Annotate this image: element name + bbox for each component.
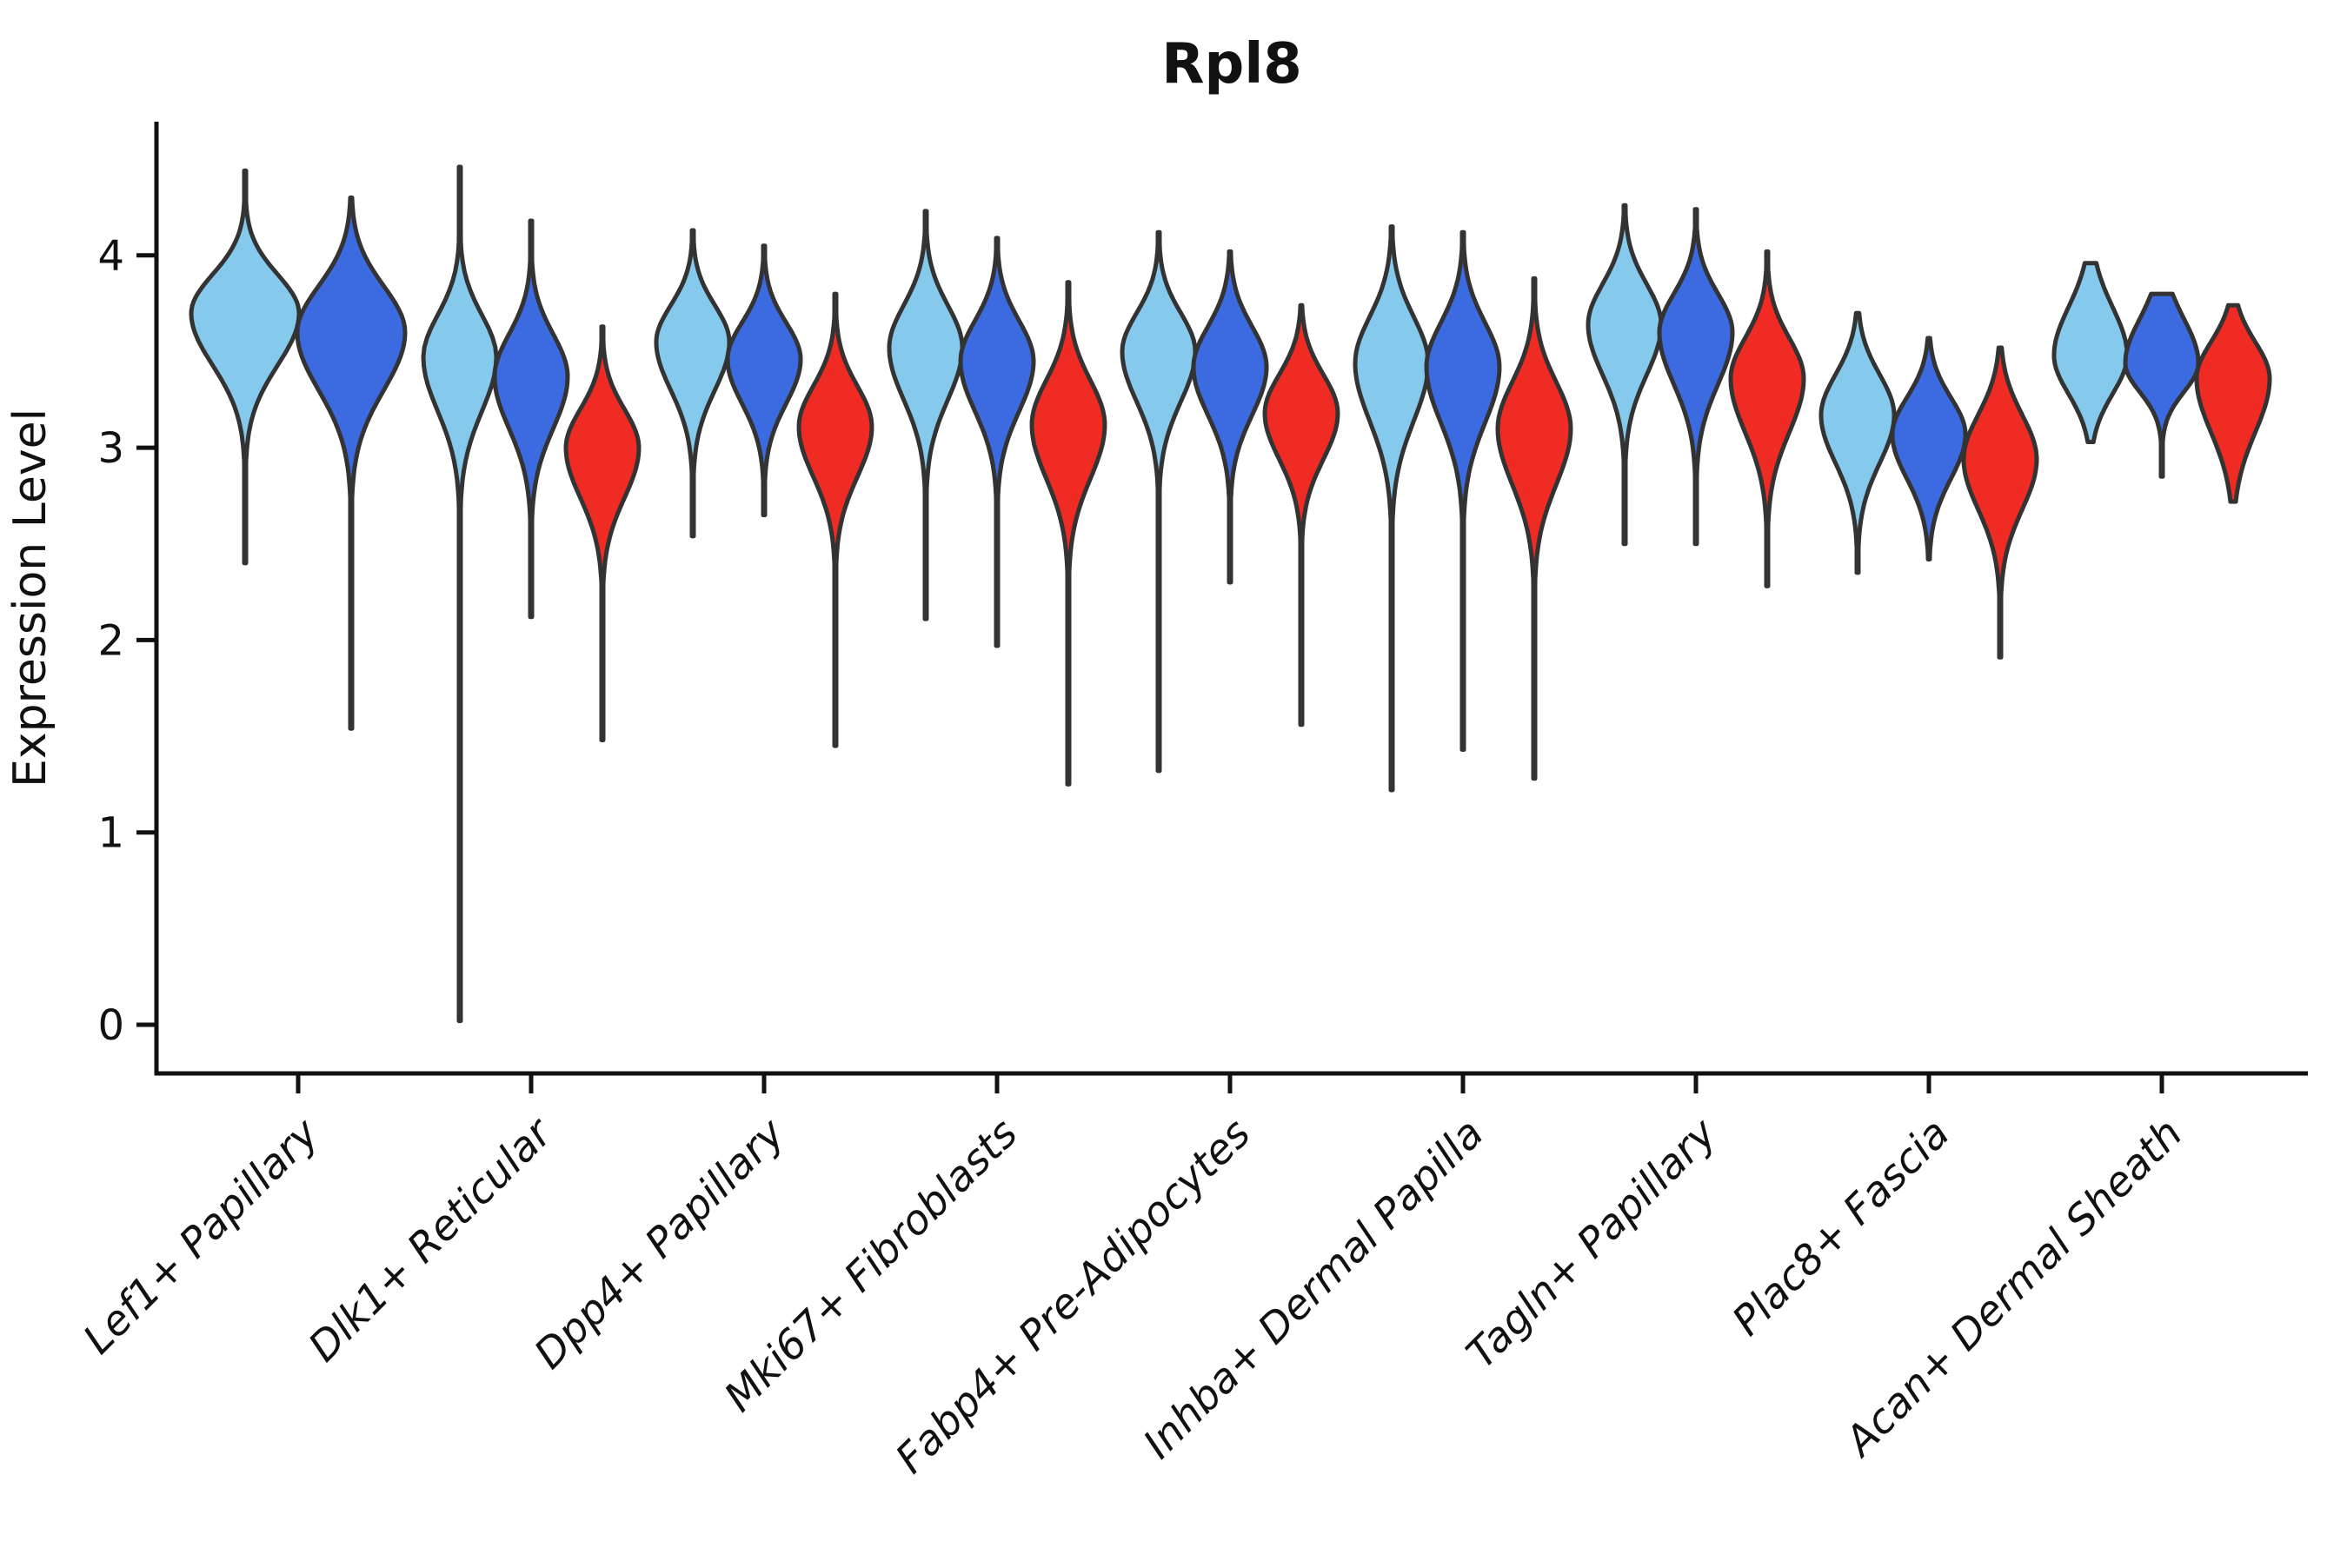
y-tick-label-3: 3 [97, 424, 124, 473]
violin-dlk1-reticular-red [563, 324, 642, 742]
violin-plac8-fascia-red [1961, 345, 2039, 660]
violin-inhba-dermal-papilla-light-blue [1353, 224, 1431, 793]
violin-dlk1-reticular-dark-blue [492, 218, 570, 620]
violin-tagln-papillary-dark-blue [1657, 207, 1735, 547]
y-tick-label-1: 1 [97, 809, 124, 858]
violin-lef1-papillary-dark-blue [295, 195, 408, 731]
chart-title: Rpl8 [1161, 32, 1302, 96]
violin-dpp4-papillary-dark-blue [725, 243, 803, 518]
violin-tagln-papillary-red [1728, 249, 1806, 588]
violin-dpp4-papillary-red [796, 291, 874, 748]
violin-acan-dermal-sheath-light-blue [2051, 261, 2130, 444]
violins-layer [189, 164, 2272, 1024]
y-axis-label: Expression Level [4, 409, 57, 787]
violin-dlk1-reticular-light-blue [421, 164, 499, 1024]
y-tick-label-2: 2 [97, 616, 124, 665]
violin-fabp4-pre-adipocytes-light-blue [1120, 229, 1198, 774]
violin-plac8-fascia-dark-blue [1890, 336, 1968, 561]
violin-plac8-fascia-light-blue [1818, 310, 1897, 575]
violin-inhba-dermal-papilla-red [1495, 276, 1573, 781]
violin-fabp4-pre-adipocytes-dark-blue [1191, 249, 1269, 585]
violin-mki67-fibroblasts-red [1029, 280, 1107, 787]
violin-tagln-papillary-light-blue [1586, 203, 1664, 547]
violin-inhba-dermal-papilla-dark-blue [1424, 229, 1502, 752]
violin-acan-dermal-sheath-dark-blue [2123, 291, 2201, 479]
violin-lef1-papillary-light-blue [189, 168, 302, 566]
violin-acan-dermal-sheath-red [2194, 302, 2272, 504]
violin-dpp4-papillary-light-blue [654, 228, 732, 539]
y-tick-label-0: 0 [97, 1001, 124, 1050]
y-tick-label-4: 4 [97, 232, 124, 281]
violin-mki67-fibroblasts-dark-blue [958, 236, 1036, 648]
violin-fabp4-pre-adipocytes-red [1262, 302, 1340, 728]
